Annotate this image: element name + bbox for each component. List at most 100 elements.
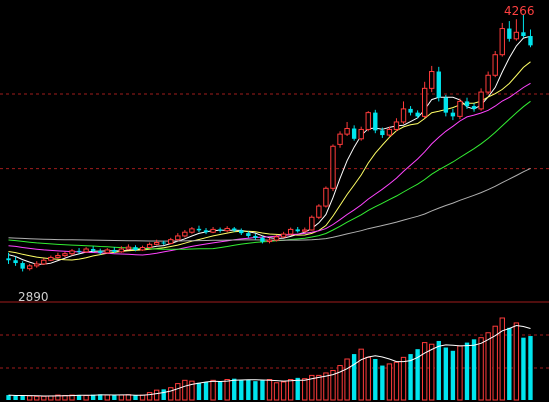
volume-bar — [232, 378, 237, 400]
volume-bar — [273, 382, 280, 401]
volume-bar — [309, 374, 315, 401]
volume-bar — [253, 381, 258, 400]
candle-body — [83, 248, 89, 253]
volume-bar — [217, 381, 223, 400]
candle-body — [400, 108, 407, 123]
volume-bar — [450, 350, 456, 400]
candle-body — [287, 228, 294, 235]
volume-bar — [400, 356, 407, 401]
volume-bar — [316, 374, 322, 401]
ma20-line — [8, 82, 531, 256]
candle-body — [485, 74, 491, 93]
candle-body — [153, 241, 160, 245]
candle-body — [302, 229, 308, 232]
ma5-line — [8, 35, 531, 265]
candle-body — [260, 237, 265, 242]
candle-body — [175, 235, 181, 241]
volume-bar — [358, 348, 364, 401]
price-candles — [6, 14, 533, 272]
volume-bar — [436, 340, 441, 400]
volume-bar — [464, 342, 470, 400]
volume-bar — [280, 381, 287, 401]
volume-bar — [457, 345, 463, 401]
volume-bar — [408, 354, 413, 400]
candle-body — [330, 145, 336, 189]
candle-body — [266, 239, 273, 243]
candle-body — [239, 230, 244, 234]
volume-ma-line — [8, 324, 531, 397]
volume-bar — [175, 383, 181, 401]
volume-bar — [429, 343, 435, 401]
candle-body — [189, 228, 195, 233]
volume-bars — [6, 317, 533, 401]
candle-body — [13, 260, 18, 264]
volume-bar — [76, 395, 82, 400]
candle-body — [6, 258, 11, 261]
volume-bar — [302, 378, 308, 401]
high-price-label: 4266 — [504, 4, 535, 18]
candle-body — [443, 97, 449, 113]
candle-body — [450, 112, 456, 117]
candle-body — [34, 263, 40, 267]
candle-body — [104, 249, 110, 254]
volume-bar — [83, 394, 89, 401]
ma60-line — [8, 167, 531, 242]
candle-body — [20, 263, 25, 269]
candle-body — [337, 133, 343, 145]
candle-body — [210, 228, 216, 233]
volume-bar — [203, 381, 209, 400]
candle-body — [393, 121, 400, 130]
candle-body — [90, 249, 96, 251]
volume-bar — [260, 380, 265, 400]
candle-body — [217, 229, 223, 231]
candle-body — [273, 236, 280, 241]
volume-bar — [196, 382, 202, 400]
volume-bar — [139, 394, 146, 401]
volume-bar — [492, 325, 498, 401]
volume-bar — [246, 379, 251, 400]
volume-bar — [386, 363, 393, 401]
candle-body — [182, 231, 188, 237]
volume-bar — [55, 394, 61, 401]
candle-body — [76, 250, 82, 252]
candle-body — [478, 91, 484, 110]
volume-bar — [104, 394, 110, 401]
volume-bar — [373, 359, 378, 400]
grid-lines — [0, 93, 549, 369]
candle-body — [125, 246, 132, 250]
volume-bar — [146, 392, 153, 401]
volume-bar — [27, 395, 33, 401]
volume-bar — [69, 394, 75, 401]
candle-body — [344, 128, 350, 135]
candle-body — [421, 87, 428, 117]
volume-bar — [189, 380, 195, 401]
volume-bar — [443, 347, 449, 400]
candle-body — [457, 100, 463, 117]
ma10-line — [8, 61, 531, 261]
candle-body — [224, 227, 230, 232]
candle-body — [436, 71, 441, 98]
volume-bar — [351, 354, 357, 400]
volume-bar — [98, 394, 103, 400]
volume-bar — [365, 356, 371, 401]
volume-bar — [421, 342, 428, 401]
candle-body — [280, 233, 287, 238]
volume-bar — [112, 395, 117, 400]
candle-body — [415, 112, 420, 117]
candle-body — [41, 259, 47, 265]
ma30-line — [8, 100, 531, 250]
volume-bar — [295, 377, 300, 400]
volume-bar — [344, 358, 350, 401]
candle-body — [351, 128, 357, 139]
candle-body — [513, 31, 520, 40]
volume-bar — [20, 395, 25, 400]
candle-body — [521, 32, 526, 37]
candle-body — [98, 250, 103, 253]
volume-bar — [507, 327, 512, 400]
volume-bar — [499, 317, 505, 401]
candle-body — [27, 265, 33, 270]
candle-body — [365, 112, 371, 130]
candle-body — [133, 247, 138, 250]
candle-body — [429, 71, 435, 89]
volume-bar — [168, 387, 174, 401]
